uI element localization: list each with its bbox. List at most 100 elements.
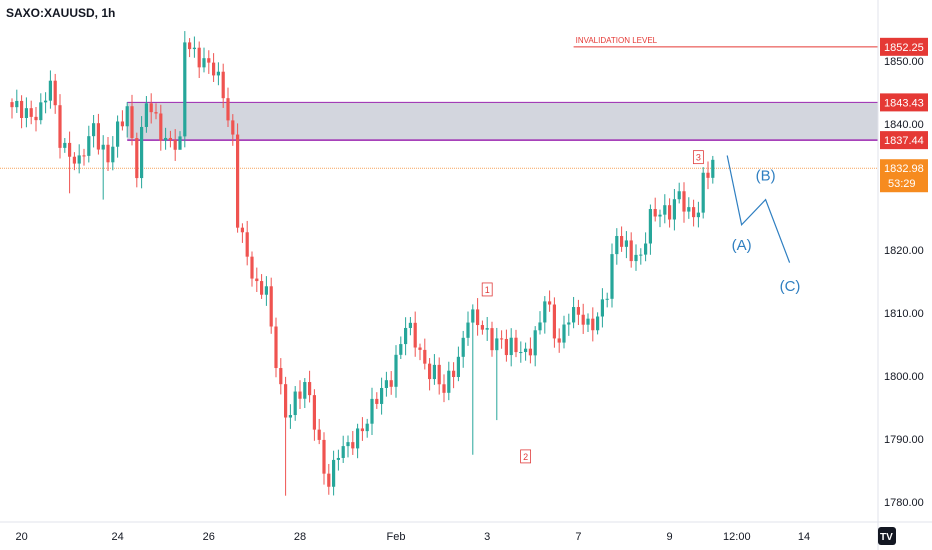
- candle-body: [58, 105, 62, 148]
- candle-body: [418, 347, 422, 350]
- chart-title: SAXO:XAUUSD, 1h: [6, 6, 115, 20]
- candle-body: [706, 172, 710, 178]
- candle-body: [101, 144, 105, 150]
- candle-body: [548, 301, 552, 305]
- candle-body: [63, 142, 67, 148]
- countdown-text: 53:29: [888, 178, 916, 190]
- candle-body: [567, 322, 571, 325]
- axes: 1780.001790.001800.001810.001820.001830.…: [15, 37, 928, 543]
- x-tick-label: 12:00: [723, 531, 751, 543]
- candle-body: [284, 384, 288, 418]
- candle-body: [466, 322, 470, 338]
- candle-body: [188, 42, 192, 50]
- candle-body: [92, 123, 96, 137]
- wave-projection-path: [726, 155, 791, 263]
- candle-body: [404, 327, 408, 345]
- candle-body: [164, 137, 168, 141]
- y-tick-label: 1790.00: [884, 434, 924, 446]
- candle-body: [264, 286, 268, 295]
- candle-body: [269, 286, 273, 327]
- candle-body: [461, 337, 465, 357]
- candle-body: [442, 384, 446, 393]
- candle-body: [490, 328, 494, 351]
- candle-body: [696, 212, 700, 218]
- candle-body: [476, 309, 480, 326]
- candle-body: [332, 459, 336, 487]
- candle-body: [672, 199, 676, 220]
- candle-body: [644, 243, 648, 255]
- candle-body: [130, 106, 134, 139]
- y-tick-label: 1840.00: [884, 119, 924, 131]
- x-tick-label: 9: [667, 531, 673, 543]
- candle-body: [77, 155, 81, 164]
- wave-projection-label: (C): [780, 278, 801, 295]
- candle-body: [634, 254, 638, 262]
- candle-body: [135, 138, 139, 179]
- resistance-zone: [127, 102, 878, 141]
- candle-body: [226, 98, 230, 121]
- invalidation-label: INVALIDATION LEVEL: [576, 36, 658, 45]
- candle-body: [668, 205, 672, 220]
- candle-body: [197, 47, 201, 68]
- candle-body: [327, 473, 331, 487]
- candle-body: [423, 349, 427, 364]
- candle-body: [687, 207, 691, 212]
- candle-body: [360, 428, 364, 432]
- candle-body: [250, 256, 254, 279]
- candle-body: [576, 307, 580, 315]
- x-tick-label: Feb: [387, 531, 406, 543]
- plot-area[interactable]: INVALIDATION LEVEL 1 2 3 (A) (B) (C): [0, 31, 878, 496]
- zone-top-price-badge-bg: [880, 93, 928, 112]
- wave-projection-label: (A): [732, 237, 752, 254]
- candle-body: [212, 62, 216, 76]
- candle-body: [15, 100, 19, 108]
- candle-body: [154, 112, 158, 114]
- candle-body: [447, 370, 451, 393]
- y-tick-label: 1820.00: [884, 245, 924, 257]
- candle-body: [586, 318, 590, 325]
- candle-body: [236, 134, 240, 228]
- candle-body: [663, 205, 667, 215]
- x-tick-label: 20: [15, 531, 27, 543]
- candle-body: [452, 370, 456, 378]
- candle-body: [216, 71, 220, 76]
- candle-body: [624, 240, 628, 247]
- candle-body: [116, 121, 120, 147]
- candle-body: [303, 382, 307, 399]
- candle-body: [149, 103, 153, 113]
- candle-body: [312, 395, 316, 430]
- candle-body: [528, 348, 532, 356]
- candle-body: [29, 108, 33, 117]
- candle-body: [543, 301, 547, 323]
- y-tick-label: 1800.00: [884, 371, 924, 383]
- candle-body: [495, 338, 499, 351]
- candle-body: [10, 102, 14, 108]
- wave-count-box: [693, 150, 704, 165]
- candle-body: [255, 278, 259, 282]
- candle-body: [106, 144, 110, 163]
- candle-body: [351, 442, 355, 449]
- candle-body: [629, 240, 633, 262]
- candle-body: [677, 191, 681, 200]
- candle-body: [34, 116, 38, 121]
- current-price-text: 1832.98: [884, 163, 924, 175]
- candle-body: [480, 325, 484, 330]
- candle-body: [159, 113, 163, 141]
- candle-body: [346, 442, 350, 447]
- candle-body: [370, 398, 374, 424]
- candle-body: [293, 391, 297, 416]
- candle-body: [389, 380, 393, 387]
- candle-body: [538, 322, 542, 331]
- y-tick-label: 1810.00: [884, 308, 924, 320]
- wave-count-label: 1: [485, 285, 490, 295]
- candle-body: [519, 352, 523, 354]
- candle-body: [202, 58, 206, 68]
- candle-body: [111, 146, 115, 163]
- tradingview-logo-icon: TV: [878, 527, 896, 545]
- candle-body: [240, 227, 244, 233]
- candle-body: [96, 123, 100, 150]
- candle-body: [591, 318, 595, 331]
- candle-body: [648, 209, 652, 244]
